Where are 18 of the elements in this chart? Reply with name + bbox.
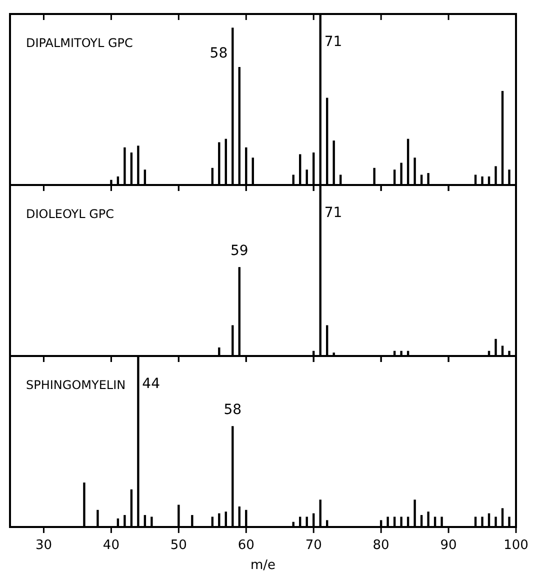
annotation: 59 <box>230 243 248 260</box>
annotation: 71 <box>324 205 342 221</box>
x-tick-label: 80 <box>372 538 390 553</box>
x-tick-label: 30 <box>35 538 52 553</box>
x-tick-label: 40 <box>102 538 120 553</box>
text: SPHINGOMYELIN <box>26 378 126 392</box>
annotation: 44 <box>142 376 160 392</box>
x-axis-title: m/e <box>250 558 276 573</box>
x-tick-label: 70 <box>305 538 322 553</box>
x-tick-label: 60 <box>238 538 254 553</box>
text: DIPALMITOYL GPC <box>26 36 133 50</box>
annotation: 58 <box>210 46 228 62</box>
text: DIOLEOYL GPC <box>26 207 114 221</box>
annotation: 58 <box>224 402 242 418</box>
x-tick-label: 90 <box>440 538 457 553</box>
annotation: 71 <box>324 34 342 50</box>
x-tick-label: 100 <box>504 538 528 553</box>
x-tick-label: 50 <box>170 538 187 553</box>
